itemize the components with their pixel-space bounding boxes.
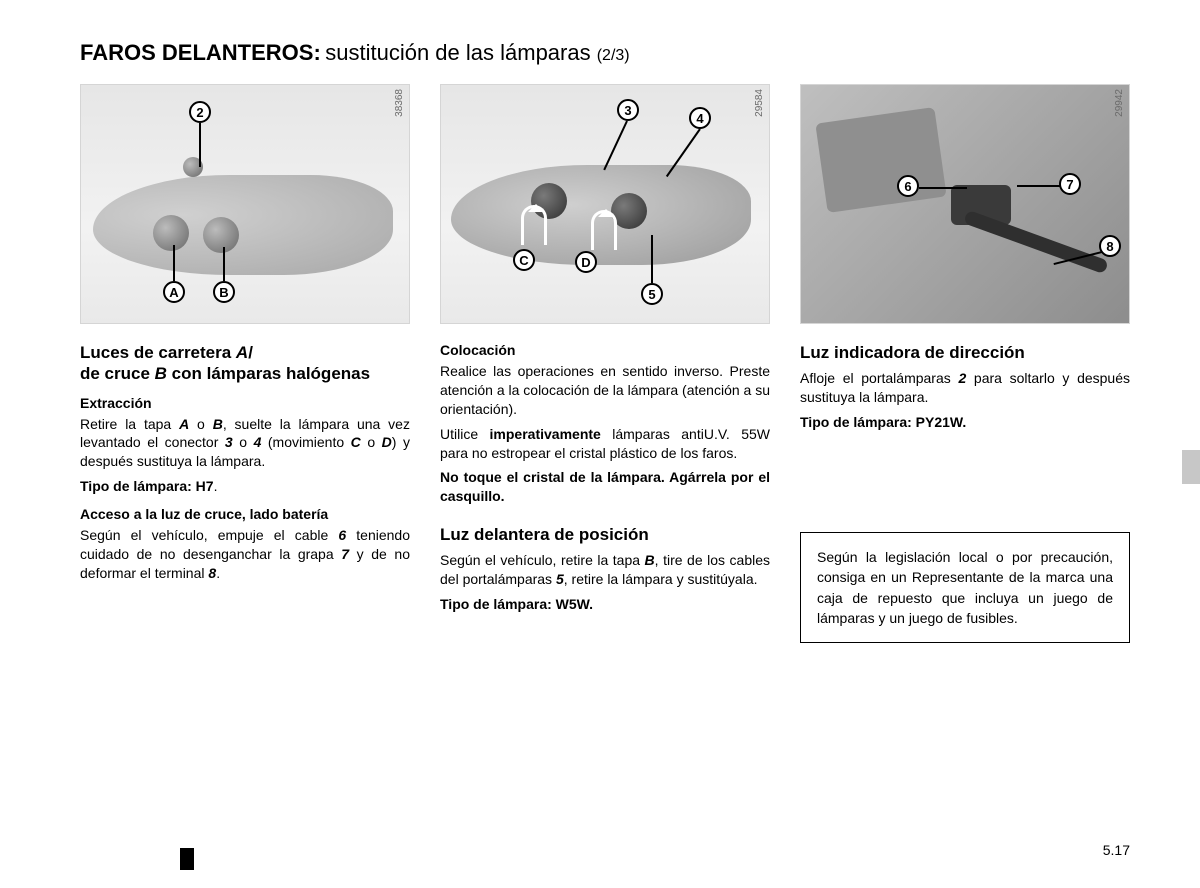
figure-3: 29942 6 7 8 <box>800 84 1130 324</box>
figure-1: 38368 2 A B <box>80 84 410 324</box>
leader-line <box>223 247 225 281</box>
figure-code: 29942 <box>1114 89 1125 117</box>
callout-label: 6 <box>897 175 919 197</box>
section-heading: Luz indicadora de dirección <box>800 342 1130 363</box>
callout-4: 4 <box>689 107 711 129</box>
paragraph: Retire la tapa A o B, suelte la lámpara … <box>80 415 410 472</box>
paragraph: Realice las operaciones en sentido inver… <box>440 362 770 419</box>
leader-line <box>1017 185 1061 187</box>
paragraph: Utilice imperativamente lámparas antiU.V… <box>440 425 770 463</box>
bulb-type: Tipo de lámpara: PY21W. <box>800 413 1130 432</box>
engine-part-shape <box>815 107 946 213</box>
callout-d: D <box>575 251 597 273</box>
column-2: 29584 3 4 5 C D Colocació <box>440 84 770 643</box>
page-number: 5.17 <box>1103 842 1130 858</box>
arrow-d-icon <box>591 210 617 250</box>
page-title: FAROS DELANTEROS: sustitución de las lám… <box>80 40 1130 66</box>
title-main: FAROS DELANTEROS: <box>80 40 321 65</box>
bulb-type: Tipo de lámpara: H7. <box>80 477 410 496</box>
cable-shape <box>963 210 1109 274</box>
callout-6: 6 <box>897 175 919 197</box>
headlamp-shape <box>93 175 393 275</box>
bulb-type: Tipo de lámpara: W5W. <box>440 595 770 614</box>
section-heading: Luces de carretera A/ de cruce B con lám… <box>80 342 410 385</box>
heading-text: de cruce <box>80 364 155 383</box>
paragraph: Según el vehículo, empuje el cable 6 ten… <box>80 526 410 583</box>
callout-label: 8 <box>1099 235 1121 257</box>
thumb-tab <box>1182 450 1200 484</box>
paragraph: Según el vehículo, retire la tapa B, tir… <box>440 551 770 589</box>
subheading-acceso: Acceso a la luz de cruce, lado batería <box>80 506 410 522</box>
callout-2: 2 <box>189 101 211 123</box>
callout-label: 5 <box>641 283 663 305</box>
callout-8: 8 <box>1099 235 1121 257</box>
leader-line <box>919 187 967 189</box>
callout-label: 2 <box>189 101 211 123</box>
callout-label: C <box>513 249 535 271</box>
callout-b: B <box>213 281 235 303</box>
callout-a: A <box>163 281 185 303</box>
callout-3: 3 <box>617 99 639 121</box>
footer-mark-icon <box>180 848 194 870</box>
paragraph-warning: No toque el cristal de la lámpara. Agárr… <box>440 468 770 506</box>
subheading-extraccion: Extracción <box>80 395 410 411</box>
callout-5: 5 <box>641 283 663 305</box>
section-heading: Luz delantera de posición <box>440 524 770 545</box>
heading-text: / <box>248 343 253 362</box>
heading-text: Luces de carretera <box>80 343 236 362</box>
note-text: Según la legislación local o por precauc… <box>817 549 1113 626</box>
callout-label: B <box>213 281 235 303</box>
callout-label: D <box>575 251 597 273</box>
figure-code: 38368 <box>394 89 405 117</box>
arrow-c-icon <box>521 205 547 245</box>
subheading-colocacion: Colocación <box>440 342 770 358</box>
figure-code: 29584 <box>754 89 765 117</box>
cap-b-shape <box>203 217 239 253</box>
callout-label: 7 <box>1059 173 1081 195</box>
leader-line <box>651 235 653 283</box>
column-1: 38368 2 A B <box>80 84 410 643</box>
leader-line <box>603 121 628 171</box>
callout-label: A <box>163 281 185 303</box>
legal-note-box: Según la legislación local o por precauc… <box>800 532 1130 643</box>
leader-line <box>199 123 201 167</box>
heading-ref: A <box>236 343 248 362</box>
leader-line <box>173 245 175 281</box>
paragraph: Afloje el portalámparas 2 para soltarlo … <box>800 369 1130 407</box>
figure-2: 29584 3 4 5 C D <box>440 84 770 324</box>
cap-a-shape <box>153 215 189 251</box>
column-3: 29942 6 7 8 Luz indicadora de dirección … <box>800 84 1130 643</box>
callout-label: 4 <box>689 107 711 129</box>
title-page-count: (2/3) <box>597 47 630 64</box>
callout-label: 3 <box>617 99 639 121</box>
title-sub: sustitución de las lámparas <box>325 40 596 65</box>
callout-c: C <box>513 249 535 271</box>
heading-ref: B <box>155 364 167 383</box>
callout-7: 7 <box>1059 173 1081 195</box>
heading-text: con lámparas halógenas <box>167 364 370 383</box>
